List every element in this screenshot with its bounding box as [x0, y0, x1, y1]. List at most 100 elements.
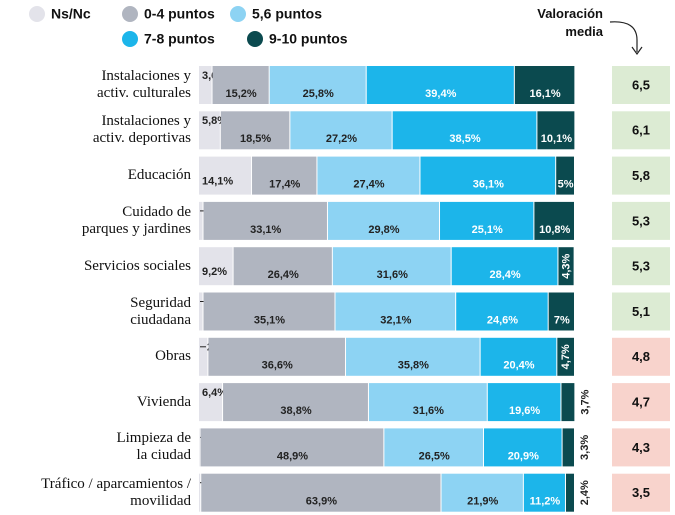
media-box	[612, 66, 670, 104]
bar-segment	[440, 201, 534, 240]
bar-segment	[199, 247, 233, 286]
bar-segment	[199, 428, 200, 467]
bar-segment	[558, 247, 574, 286]
value-label: 31,6%	[377, 269, 408, 281]
bar-segment	[534, 201, 574, 240]
value-label: 5%	[558, 179, 574, 191]
bar-segment	[199, 111, 220, 150]
bar-segment	[384, 428, 484, 467]
media-box	[612, 428, 670, 467]
arrow-head	[631, 46, 643, 56]
bar-segment	[562, 428, 574, 467]
bar-segment	[199, 383, 223, 422]
value-label: 19,6%	[509, 405, 540, 417]
value-label: 31,6%	[413, 405, 444, 417]
bar-segment	[480, 337, 557, 376]
value-label: 3,3%	[579, 435, 591, 460]
value-label: 35,1%	[254, 314, 285, 326]
value-label: 16,1%	[530, 88, 561, 100]
legend-swatch	[122, 6, 138, 22]
bar-segment	[537, 111, 575, 150]
bar-segment	[451, 247, 558, 286]
value-label: 6,4%	[202, 387, 227, 399]
bar-segment	[557, 337, 574, 376]
category-label: Seguridad ciudadana	[130, 294, 191, 328]
bar-segment	[201, 473, 441, 512]
bar-segment	[208, 337, 346, 376]
media-label: 3,5	[632, 485, 650, 500]
bar-segment	[317, 156, 420, 195]
bar-segment	[335, 292, 456, 331]
legend-swatch	[29, 6, 45, 22]
media-label: 5,3	[632, 259, 650, 274]
bar-segment	[487, 383, 561, 422]
value-label: 3,7%	[579, 389, 591, 414]
bar-segment	[420, 156, 556, 195]
media-label: 4,7	[632, 395, 650, 410]
value-label: 26,5%	[419, 450, 450, 462]
value-label: 38,5%	[449, 133, 480, 145]
media-label: 5,8	[632, 168, 650, 183]
legend-swatch	[230, 6, 246, 22]
media-label: 6,1	[632, 123, 650, 138]
media-title: Valoración media	[537, 6, 603, 39]
category-label: Instalaciones y activ. culturales	[97, 68, 191, 101]
value-label: 38,8%	[280, 405, 311, 417]
bar-segment	[561, 383, 575, 422]
media-label: 4,3	[632, 440, 650, 455]
value-label: 29,8%	[368, 224, 399, 236]
category-label: Obras	[155, 348, 191, 365]
value-label: 9,2%	[202, 266, 227, 278]
value-label: 36,6%	[262, 360, 293, 372]
bar-segment	[203, 201, 327, 240]
value-label: 21,9%	[467, 496, 498, 508]
value-label: 25,8%	[303, 88, 334, 100]
category-label: Cuidado de parques y jardines	[81, 203, 191, 237]
value-label: 25,1%	[472, 224, 503, 236]
media-label: 6,5	[632, 77, 650, 92]
bar-segment	[290, 111, 392, 150]
bar-segment	[484, 428, 562, 467]
category-label: Educación	[127, 167, 191, 184]
value-label: 15,2%	[226, 88, 257, 100]
bar-segment	[441, 473, 523, 512]
value-label: 24,6%	[487, 314, 518, 326]
value-label: 7%	[554, 314, 570, 326]
value-label: 10,1%	[541, 133, 572, 145]
bar-segment	[199, 201, 203, 240]
category-label: Servicios sociales	[83, 257, 191, 274]
media-box	[612, 292, 670, 331]
bar-segment	[223, 383, 368, 422]
value-label: 39,4%	[425, 88, 456, 100]
legend-label: 9-10 puntos	[269, 31, 348, 47]
bar-segment	[269, 66, 366, 104]
value-label: 27,4%	[353, 179, 384, 191]
legend-label: 5,6 puntos	[252, 6, 322, 22]
bar-segment	[252, 156, 317, 195]
media-box	[612, 201, 670, 240]
bar-segment	[392, 111, 537, 150]
value-label: 36,1%	[473, 179, 504, 191]
media-label: 5,1	[632, 304, 650, 319]
value-label: 35,8%	[398, 360, 429, 372]
media-label: 5,3	[632, 213, 650, 228]
media-box	[612, 473, 670, 512]
bar-segment	[199, 337, 208, 376]
legend-label: 0-4 puntos	[144, 6, 215, 22]
media-box	[612, 111, 670, 150]
bar-segment	[456, 292, 548, 331]
bar-segment	[203, 292, 335, 331]
value-label: 10,8%	[539, 224, 570, 236]
value-label: 63,9%	[306, 496, 337, 508]
value-label: 2,4%	[579, 480, 591, 505]
legend-label: 7-8 puntos	[144, 31, 215, 47]
value-label: 28,4%	[489, 269, 520, 281]
bar-segment	[199, 66, 212, 104]
value-label: 17,4%	[269, 179, 300, 191]
value-label: 11,2%	[530, 496, 561, 508]
value-label: 48,9%	[277, 450, 308, 462]
value-label: 18,5%	[240, 133, 271, 145]
media-box	[612, 156, 670, 195]
